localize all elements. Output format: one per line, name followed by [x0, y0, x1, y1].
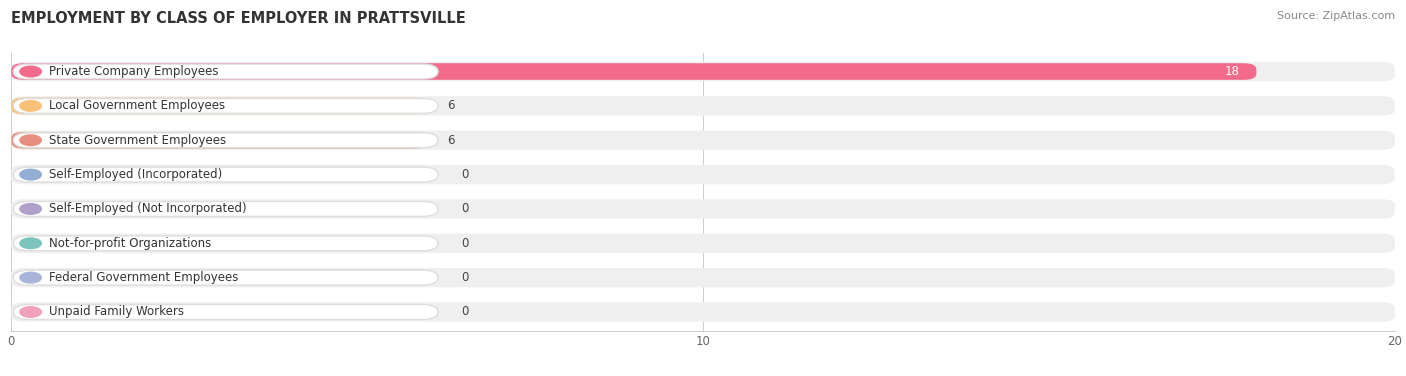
Circle shape — [20, 135, 41, 146]
FancyBboxPatch shape — [11, 96, 1395, 115]
Text: 0: 0 — [461, 305, 468, 318]
FancyBboxPatch shape — [11, 302, 1395, 321]
Text: Self-Employed (Not Incorporated): Self-Employed (Not Incorporated) — [49, 202, 247, 215]
Text: 6: 6 — [447, 134, 454, 147]
Text: 6: 6 — [447, 99, 454, 112]
Circle shape — [20, 238, 41, 249]
FancyBboxPatch shape — [13, 305, 439, 320]
FancyBboxPatch shape — [13, 64, 439, 79]
FancyBboxPatch shape — [13, 167, 439, 182]
Circle shape — [20, 307, 41, 317]
Text: Source: ZipAtlas.com: Source: ZipAtlas.com — [1277, 11, 1395, 21]
Text: Unpaid Family Workers: Unpaid Family Workers — [49, 305, 184, 318]
Text: 0: 0 — [461, 168, 468, 181]
FancyBboxPatch shape — [11, 63, 1257, 80]
Circle shape — [20, 66, 41, 77]
Text: Self-Employed (Incorporated): Self-Employed (Incorporated) — [49, 168, 222, 181]
FancyBboxPatch shape — [11, 132, 426, 149]
FancyBboxPatch shape — [11, 165, 1395, 184]
Circle shape — [20, 204, 41, 214]
Circle shape — [20, 100, 41, 111]
FancyBboxPatch shape — [11, 62, 1395, 81]
Circle shape — [20, 272, 41, 283]
Text: 18: 18 — [1225, 65, 1239, 78]
FancyBboxPatch shape — [13, 270, 439, 285]
FancyBboxPatch shape — [11, 233, 1395, 253]
FancyBboxPatch shape — [13, 133, 439, 148]
FancyBboxPatch shape — [13, 202, 439, 216]
Text: Federal Government Employees: Federal Government Employees — [49, 271, 239, 284]
Text: State Government Employees: State Government Employees — [49, 134, 226, 147]
FancyBboxPatch shape — [11, 130, 1395, 150]
Text: Private Company Employees: Private Company Employees — [49, 65, 219, 78]
FancyBboxPatch shape — [13, 236, 439, 251]
FancyBboxPatch shape — [13, 99, 439, 113]
Text: Local Government Employees: Local Government Employees — [49, 99, 225, 112]
Text: Not-for-profit Organizations: Not-for-profit Organizations — [49, 237, 211, 250]
Text: EMPLOYMENT BY CLASS OF EMPLOYER IN PRATTSVILLE: EMPLOYMENT BY CLASS OF EMPLOYER IN PRATT… — [11, 11, 465, 26]
FancyBboxPatch shape — [11, 268, 1395, 287]
Text: 0: 0 — [461, 271, 468, 284]
Text: 0: 0 — [461, 237, 468, 250]
FancyBboxPatch shape — [11, 98, 426, 114]
Circle shape — [20, 169, 41, 180]
Text: 0: 0 — [461, 202, 468, 215]
FancyBboxPatch shape — [11, 199, 1395, 218]
